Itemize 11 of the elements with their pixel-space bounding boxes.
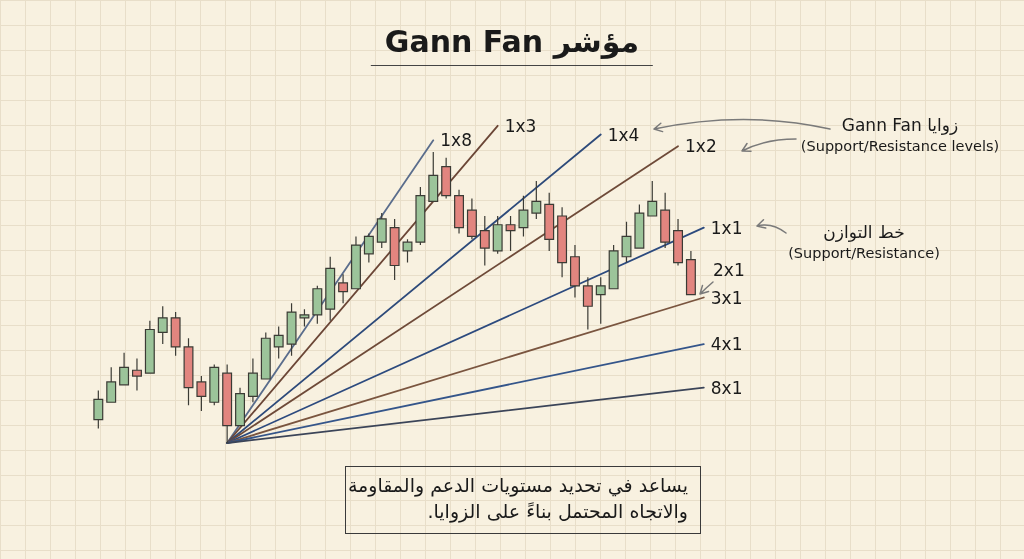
series-label: 1x4 (607, 124, 640, 145)
series-label: 1x3 (504, 115, 537, 136)
text: 2x1 (713, 259, 745, 282)
series-label: 1x8 (440, 130, 472, 151)
series-label: 8x1 (710, 377, 743, 398)
chart-title: مؤشر Gann Fan (370, 24, 654, 66)
series-label: 3x1 (710, 287, 743, 308)
text: يساعد في تحديد مستويات الدعم والمقاومة والاتجاه المحتمل بناءً على الزوايا. (347, 473, 688, 525)
series-label: 4x1 (710, 334, 743, 355)
series-label: 1x2 (685, 136, 717, 157)
series-label: 1x1 (710, 217, 743, 238)
